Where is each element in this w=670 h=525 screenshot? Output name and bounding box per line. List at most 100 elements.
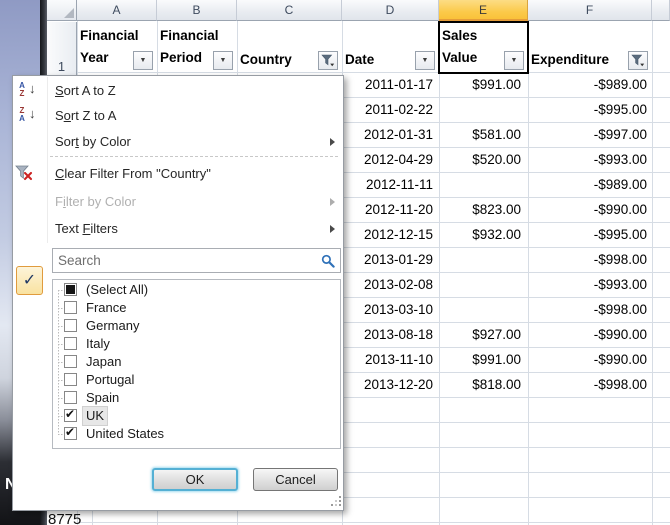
cell-date[interactable]: 2013-08-18 bbox=[363, 327, 433, 342]
cell-sales-value[interactable]: $581.00 bbox=[472, 127, 521, 142]
filter-value-label[interactable]: UK bbox=[81, 406, 109, 426]
cell-date[interactable]: 2012-12-15 bbox=[363, 227, 433, 242]
tree-guide-stub bbox=[58, 380, 64, 381]
cell-expenditure[interactable]: -$989.00 bbox=[593, 177, 647, 192]
menu-item-filter-by-color: Filter by Color bbox=[55, 194, 136, 209]
cell-date[interactable]: 2011-02-22 bbox=[364, 102, 433, 117]
filter-button-A[interactable]: ▼ bbox=[133, 51, 153, 70]
filter-value-label[interactable]: Germany bbox=[86, 318, 140, 333]
menu-resize-grip[interactable] bbox=[331, 496, 333, 498]
gridline bbox=[77, 472, 670, 473]
sort-za-icon: Z A ↓ bbox=[17, 106, 41, 124]
gridline bbox=[77, 197, 670, 198]
bottom-left-cell-value: 8775 bbox=[48, 511, 82, 525]
menu-gutter-divider bbox=[47, 77, 48, 243]
checkbox-france[interactable] bbox=[64, 301, 77, 314]
cell-sales-value[interactable]: $932.00 bbox=[472, 227, 521, 242]
ok-button[interactable]: OK bbox=[152, 468, 238, 491]
menu-item-sort-by-color[interactable]: Sort by Color bbox=[55, 134, 131, 149]
cell-expenditure[interactable]: -$995.00 bbox=[593, 227, 647, 242]
menu-item-sort-a-to-z[interactable]: Sort A to Z bbox=[55, 83, 116, 98]
sort-az-icon: A Z ↓ bbox=[17, 81, 41, 99]
header-a: Financial Year bbox=[80, 28, 139, 65]
checkbox-uk[interactable] bbox=[64, 407, 77, 422]
gridline bbox=[77, 97, 670, 98]
cell-date[interactable]: 2012-04-29 bbox=[363, 152, 433, 167]
gridline bbox=[77, 72, 670, 73]
filter-button-B[interactable]: ▼ bbox=[213, 51, 233, 70]
cell-date[interactable]: 2013-03-10 bbox=[363, 302, 433, 317]
cell-date[interactable]: 2013-12-20 bbox=[363, 377, 433, 392]
checkbox-united-states[interactable] bbox=[64, 425, 77, 440]
cell-expenditure[interactable]: -$990.00 bbox=[593, 327, 647, 342]
column-header-F[interactable]: F bbox=[528, 0, 652, 21]
filter-value-label[interactable]: Spain bbox=[86, 390, 120, 405]
cell-sales-value[interactable]: $991.00 bbox=[472, 352, 521, 367]
cell-expenditure[interactable]: -$993.00 bbox=[593, 152, 647, 167]
clear-filter-icon bbox=[15, 165, 34, 187]
column-header-A[interactable]: A bbox=[77, 0, 157, 21]
gridline bbox=[77, 422, 670, 423]
cell-date[interactable]: 2013-01-29 bbox=[363, 252, 433, 267]
checkbox-japan[interactable] bbox=[64, 355, 77, 368]
cell-sales-value[interactable]: $520.00 bbox=[472, 152, 521, 167]
cell-sales-value[interactable]: $927.00 bbox=[472, 327, 521, 342]
filter-value-label[interactable]: (Select All) bbox=[86, 282, 149, 297]
checkbox-italy[interactable] bbox=[64, 337, 77, 350]
menu-item-text-filters[interactable]: Text Filters bbox=[55, 221, 118, 236]
dropdown-arrow-icon: ▼ bbox=[510, 57, 518, 64]
cell-date[interactable]: 2012-11-11 bbox=[365, 177, 433, 192]
filter-value-label[interactable]: United States bbox=[86, 426, 165, 441]
filter-button-C[interactable] bbox=[318, 51, 338, 70]
cell-expenditure[interactable]: -$995.00 bbox=[593, 102, 647, 117]
cell-expenditure[interactable]: -$998.00 bbox=[593, 252, 647, 267]
filter-value-label[interactable]: Portugal bbox=[86, 372, 135, 387]
cell-sales-value[interactable]: $823.00 bbox=[472, 202, 521, 217]
cell-expenditure[interactable]: -$990.00 bbox=[593, 352, 647, 367]
checkbox-portugal[interactable] bbox=[64, 373, 77, 386]
search-input[interactable] bbox=[53, 249, 318, 272]
filter-button-D[interactable]: ▼ bbox=[415, 51, 435, 70]
cell-sales-value[interactable]: $991.00 bbox=[472, 77, 521, 92]
menu-item-sort-z-to-a[interactable]: Sort Z to A bbox=[55, 108, 117, 123]
cell-date[interactable]: 2011-01-17 bbox=[364, 77, 433, 92]
row-header-1[interactable]: 1 bbox=[47, 22, 77, 75]
column-header-E[interactable]: E bbox=[439, 0, 528, 21]
cell-expenditure[interactable]: -$989.00 bbox=[593, 77, 647, 92]
filter-value-label[interactable]: France bbox=[86, 300, 127, 315]
menu-item-clear-filter-from-country[interactable]: Clear Filter From "Country" bbox=[55, 166, 211, 181]
checkbox-germany[interactable] bbox=[64, 319, 77, 332]
dropdown-arrow-icon: ▼ bbox=[139, 57, 147, 64]
cell-date[interactable]: 2013-02-08 bbox=[363, 277, 433, 292]
checkbox-spain[interactable] bbox=[64, 391, 77, 404]
filter-button-E[interactable]: ▼ bbox=[504, 51, 524, 70]
gridline bbox=[77, 497, 670, 498]
select-all-corner[interactable] bbox=[47, 0, 77, 21]
checkmark-icon-button[interactable]: ✓ bbox=[16, 266, 43, 295]
cell-expenditure[interactable]: -$993.00 bbox=[593, 277, 647, 292]
search-icon[interactable] bbox=[321, 254, 335, 268]
gridline bbox=[77, 147, 670, 148]
cell-date[interactable]: 2013-11-10 bbox=[364, 352, 433, 367]
header-b: Financial Period bbox=[160, 28, 219, 65]
cell-expenditure[interactable]: -$990.00 bbox=[593, 202, 647, 217]
cell-expenditure[interactable]: -$997.00 bbox=[593, 127, 647, 142]
cell-date[interactable]: 2012-11-20 bbox=[364, 202, 433, 217]
tree-guide-stub bbox=[58, 362, 64, 363]
column-header-B[interactable]: B bbox=[157, 0, 237, 21]
column-header-C[interactable]: C bbox=[237, 0, 342, 21]
cancel-button[interactable]: Cancel bbox=[253, 468, 338, 491]
cell-expenditure[interactable]: -$998.00 bbox=[593, 302, 647, 317]
filter-button-F[interactable] bbox=[628, 51, 648, 70]
cell-expenditure[interactable]: -$998.00 bbox=[593, 377, 647, 392]
gridline bbox=[77, 522, 670, 523]
cell-sales-value[interactable]: $818.00 bbox=[472, 377, 521, 392]
checkbox-select-all[interactable] bbox=[64, 283, 77, 296]
icon-part: Z bbox=[19, 106, 25, 115]
filter-value-label[interactable]: Italy bbox=[86, 336, 110, 351]
cell-date[interactable]: 2012-01-31 bbox=[363, 127, 433, 142]
funnel-filter-icon bbox=[631, 54, 645, 67]
filter-value-label[interactable]: Japan bbox=[86, 354, 122, 369]
column-header-D[interactable]: D bbox=[342, 0, 439, 21]
